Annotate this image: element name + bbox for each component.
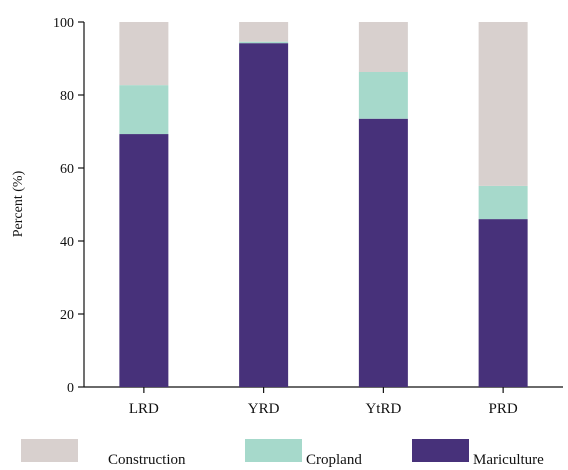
bar-cropland-prd (478, 185, 528, 220)
bar-construction-ytrd (358, 22, 408, 73)
bar-mariculture-yrd (239, 43, 289, 388)
y-tick-label: 20 (60, 308, 74, 323)
bar-construction-lrd (119, 22, 169, 86)
y-tick-label: 80 (60, 89, 74, 104)
legend-item-construction: Construction (21, 439, 186, 468)
bar-mariculture-lrd (119, 134, 169, 387)
labels: 0 20 40 60 80 100 LRD YRD YtRD PRD (53, 16, 518, 417)
x-tick-label: LRD (129, 401, 159, 417)
bar-cropland-ytrd (358, 72, 408, 119)
x-tick-label: YtRD (365, 401, 401, 417)
legend-item-cropland: Cropland (245, 439, 362, 468)
bars (119, 22, 528, 388)
legend-swatch (412, 439, 469, 462)
legend-label: Cropland (306, 452, 362, 468)
y-tick-label: 100 (53, 16, 74, 31)
bar-construction-prd (478, 22, 528, 186)
legend-swatch (245, 439, 302, 462)
legend: Construction Cropland Mariculture (21, 439, 544, 468)
y-axis-title: Percent (%) (11, 170, 26, 237)
bar-mariculture-ytrd (358, 118, 408, 387)
y-tick-label: 60 (60, 162, 74, 177)
bar-mariculture-prd (478, 219, 528, 387)
y-tick-label: 40 (60, 235, 74, 250)
legend-label: Construction (108, 452, 186, 468)
legend-label: Mariculture (473, 452, 544, 468)
legend-swatch (21, 439, 78, 462)
y-tick-label: 0 (67, 381, 74, 396)
bar-cropland-lrd (119, 85, 169, 135)
legend-item-mariculture: Mariculture (412, 439, 544, 468)
bar-construction-yrd (239, 22, 289, 42)
bar-cropland-yrd (239, 41, 289, 44)
x-tick-label: YRD (248, 401, 280, 417)
x-tick-label: PRD (489, 401, 518, 417)
